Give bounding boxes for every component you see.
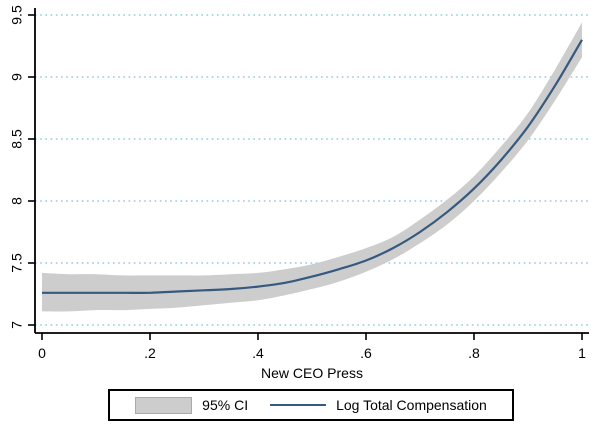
legend-item-ci: 95% CI — [135, 396, 249, 414]
y-tick-label: 8 — [9, 197, 25, 205]
legend-label-ci: 95% CI — [202, 397, 249, 413]
x-axis-title: New CEO Press — [261, 365, 363, 381]
x-tick-label: 1 — [578, 345, 586, 361]
y-tick-label: 7 — [9, 321, 25, 329]
ci-band-swatch — [135, 396, 193, 414]
fit-line — [41, 39, 583, 294]
y-tick-label: 9.5 — [9, 5, 25, 25]
y-tick-label: 7.5 — [9, 253, 25, 273]
ci-band — [42, 22, 582, 312]
y-tick-label: 9 — [9, 73, 25, 81]
legend-label-line: Log Total Compensation — [336, 397, 487, 413]
legend: 95% CI Log Total Compensation — [108, 389, 514, 421]
x-tick-label: .4 — [252, 345, 264, 361]
x-tick-label: 0 — [38, 345, 46, 361]
fit-line-swatch — [270, 404, 327, 406]
x-tick-label: .6 — [360, 345, 372, 361]
x-tick-label: .2 — [144, 345, 156, 361]
y-tick-label: 8.5 — [9, 129, 25, 149]
legend-item-line: Log Total Compensation — [270, 397, 487, 413]
x-tick-label: .8 — [468, 345, 480, 361]
